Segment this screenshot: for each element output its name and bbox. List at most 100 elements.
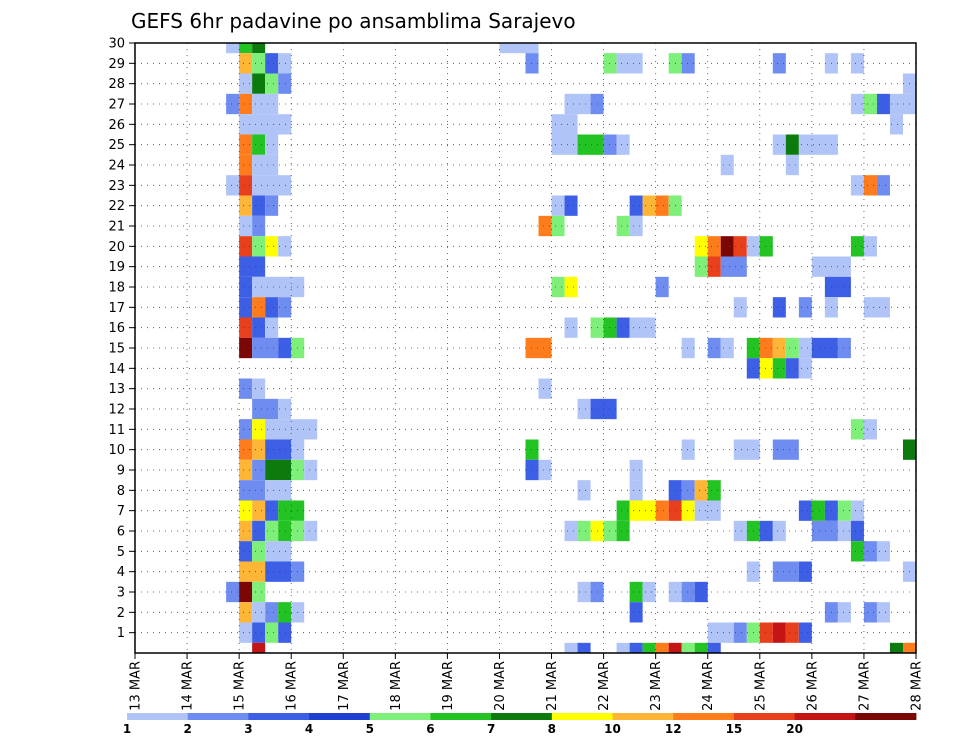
heatmap-cell — [304, 459, 318, 481]
heatmap-cell — [577, 398, 591, 420]
heatmap-cell — [811, 520, 838, 542]
heatmap-cell — [603, 53, 617, 74]
heatmap-cell — [265, 480, 292, 501]
heatmap-cell — [668, 642, 682, 653]
heatmap-cell — [551, 276, 565, 298]
y-tick-label: 20 — [108, 240, 125, 255]
heatmap-cell — [850, 520, 864, 542]
heatmap-cell — [798, 297, 812, 318]
colorbar-swatch — [369, 713, 431, 720]
heatmap-cell — [616, 642, 630, 653]
heatmap-cell — [798, 500, 812, 521]
heatmap-cell — [252, 378, 266, 399]
y-tick-label: 3 — [117, 586, 125, 601]
heatmap-cell — [603, 134, 617, 155]
heatmap-cell — [239, 541, 253, 562]
x-axis-ticks: 13 MAR 14 MAR 15 MAR 16 MAR 17 MAR 18 MAR 19 M… — [129, 653, 925, 711]
y-tick-label: 19 — [108, 260, 125, 275]
heatmap-cell — [252, 276, 305, 298]
heatmap-cell — [785, 358, 799, 379]
heatmap-cell — [278, 53, 292, 74]
heatmap-cell — [239, 276, 253, 298]
heatmap-cell — [239, 134, 253, 155]
heatmap-cell — [239, 154, 253, 176]
y-tick-label: 6 — [117, 525, 125, 540]
heatmap-cell — [616, 317, 630, 338]
y-tick-label: 22 — [108, 199, 125, 214]
heatmap-cell — [629, 215, 643, 237]
heatmap-cell — [629, 500, 656, 521]
heatmap-cell — [265, 134, 279, 155]
heatmap-cell — [239, 480, 266, 501]
heatmap-cell — [226, 43, 240, 54]
heatmap-cell — [772, 297, 786, 318]
heatmap-cell — [239, 622, 253, 643]
y-tick-label: 11 — [108, 423, 125, 438]
heatmap-cell — [239, 520, 253, 542]
heatmap-cell — [889, 114, 903, 135]
colorbar-swatch — [794, 713, 856, 720]
heatmap-cell — [252, 398, 279, 420]
heatmap-cell — [681, 439, 695, 460]
heatmap-cell — [278, 520, 292, 542]
heatmap-cell — [239, 459, 253, 481]
heatmap-cell — [252, 236, 266, 257]
heatmap-cell — [772, 520, 786, 542]
heatmap-cell — [278, 622, 292, 643]
heatmap-cell — [252, 581, 266, 603]
heatmap-cell — [265, 622, 279, 643]
heatmap-cell — [239, 439, 253, 460]
heatmap-cell — [252, 541, 266, 562]
x-tick-label: 19 MAR — [441, 661, 456, 711]
x-tick-label: 22 MAR — [597, 661, 612, 711]
heatmap-cell — [239, 297, 253, 318]
y-tick-label: 21 — [108, 220, 125, 235]
heatmap-cell — [265, 317, 279, 338]
heatmap-cell — [239, 175, 253, 196]
heatmap-cell — [538, 459, 552, 481]
heatmap-cell — [616, 520, 630, 542]
heatmap-cell — [785, 622, 799, 643]
heatmap-cell — [252, 297, 266, 318]
heatmap-cell — [876, 93, 890, 115]
y-tick-label: 10 — [108, 443, 125, 458]
y-tick-label: 15 — [108, 342, 125, 357]
heatmap-cell — [707, 337, 721, 359]
heatmap-cell — [525, 459, 539, 481]
heatmap-cell — [681, 53, 695, 74]
y-tick-label: 4 — [117, 565, 125, 580]
heatmap-cell — [863, 297, 890, 318]
heatmap-cell — [564, 276, 578, 298]
heatmap-cell — [278, 602, 292, 623]
heatmap-cell — [226, 175, 240, 196]
heatmap-cell — [239, 500, 253, 521]
heatmap-cell — [278, 73, 292, 94]
heatmap-cell — [265, 541, 292, 562]
heatmap-cell — [863, 93, 877, 115]
heatmap-cell — [681, 480, 695, 501]
x-tick-label: 23 MAR — [649, 661, 664, 711]
x-tick-label: 14 MAR — [181, 661, 196, 711]
heatmap-cell — [733, 439, 760, 460]
heatmap-cell — [252, 439, 266, 460]
heatmap-cell — [785, 134, 799, 155]
x-tick-label: 16 MAR — [285, 661, 300, 711]
heatmap-cells — [226, 43, 916, 653]
heatmap-cell — [655, 195, 669, 216]
y-tick-label: 7 — [117, 504, 125, 519]
colorbar-swatch — [187, 713, 249, 720]
heatmap-cell — [772, 622, 786, 643]
colorbar-swatch — [430, 713, 492, 720]
heatmap-cell — [876, 602, 890, 623]
colorbar-label: 1 — [123, 722, 131, 736]
heatmap-cell — [252, 134, 266, 155]
colorbar-label: 2 — [184, 722, 192, 736]
heatmap-cell — [629, 195, 643, 216]
heatmap-cell — [772, 358, 786, 379]
heatmap-cell — [616, 53, 643, 74]
heatmap-cell — [629, 317, 656, 338]
heatmap-cell — [837, 337, 851, 359]
heatmap-cell — [850, 419, 864, 440]
heatmap-cell — [629, 459, 643, 481]
heatmap-cell — [252, 419, 266, 440]
